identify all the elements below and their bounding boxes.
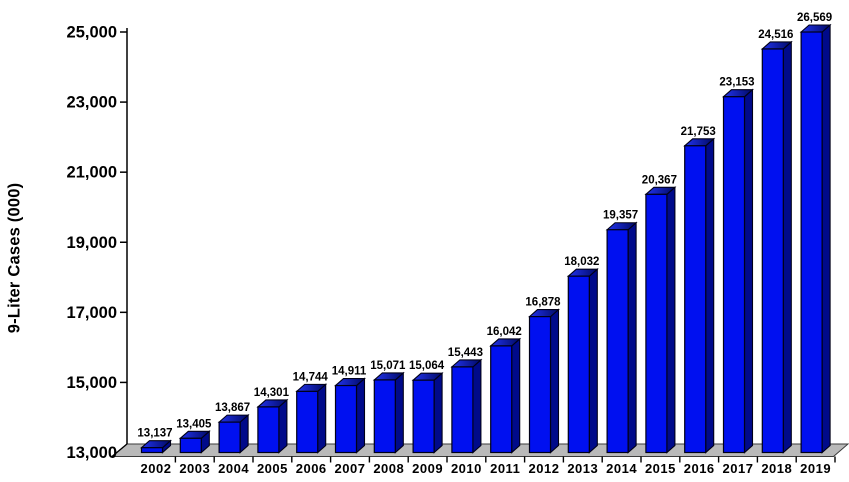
y-tick-label-19000: 19,000 [67, 234, 117, 252]
bar-2016: 21,753 [681, 126, 716, 454]
bar-side-face [627, 221, 637, 454]
bar-front-face [567, 275, 590, 454]
x-tick-label-2019: 2019 [800, 461, 831, 476]
bar-front-face [218, 421, 241, 454]
value-label-2014: 19,357 [603, 210, 638, 222]
value-label-2016: 21,753 [681, 126, 716, 138]
value-label-2011: 16,042 [487, 326, 522, 338]
bar-2018: 24,516 [758, 29, 793, 454]
value-label-2008: 15,071 [370, 360, 406, 372]
bar-side-face [394, 371, 404, 454]
bar-front-face [412, 379, 435, 454]
bar-front-face [179, 437, 202, 454]
value-label-2006: 14,744 [293, 371, 329, 383]
bar-side-face [355, 377, 366, 454]
bar-front-face [334, 384, 358, 454]
value-label-2017: 23,153 [719, 77, 754, 89]
bar-front-face [257, 406, 280, 454]
x-tick-label-2003: 2003 [179, 461, 210, 476]
bar-2008: 15,071 [370, 360, 406, 454]
value-label-2012: 16,878 [525, 297, 561, 309]
value-label-2018: 24,516 [758, 29, 793, 41]
x-tick-label-2006: 2006 [296, 461, 327, 476]
bar-front-face [684, 145, 707, 454]
bar-front-face [451, 366, 474, 454]
x-tick-label-2018: 2018 [761, 461, 792, 476]
bar-2017: 23,153 [719, 77, 755, 454]
bar-2005: 14,301 [254, 387, 290, 454]
bar-front-face [490, 345, 513, 454]
x-tick-label-2015: 2015 [645, 461, 676, 476]
x-tick-label-2008: 2008 [373, 461, 404, 476]
x-tick-label-2014: 2014 [606, 461, 637, 476]
x-tick-label-2012: 2012 [529, 461, 560, 476]
bar-2009: 15,064 [409, 360, 445, 454]
bar-2004: 13,867 [215, 402, 250, 454]
bar-2002: 13,137 [137, 428, 173, 454]
bar-side-face [705, 137, 715, 454]
bar-front-face [761, 48, 784, 454]
x-tick-label-2009: 2009 [412, 461, 443, 476]
bar-2006: 14,744 [293, 371, 329, 454]
value-label-2002: 13,137 [137, 428, 172, 440]
y-tick-label-15000: 15,000 [67, 374, 117, 392]
bar-2013: 18,032 [564, 256, 599, 454]
bar-side-face [782, 40, 792, 454]
bar-2011: 16,042 [487, 326, 522, 454]
value-label-2005: 14,301 [254, 387, 290, 399]
y-tick-label-17000: 17,000 [67, 304, 117, 322]
bar-front-face [800, 31, 823, 454]
bar-front-face [645, 193, 668, 454]
bar-front-face [373, 379, 396, 454]
bar-2003: 13,405 [176, 418, 212, 454]
value-label-2003: 13,405 [176, 418, 212, 430]
x-tick-label-2013: 2013 [567, 461, 598, 476]
y-tick-label-25000: 25,000 [67, 24, 117, 42]
bar-side-face [472, 358, 482, 454]
bar-side-face [317, 383, 327, 454]
x-tick-label-2011: 2011 [490, 461, 520, 476]
y-axis-base-wedge [111, 443, 128, 457]
x-tick-label-2002: 2002 [141, 461, 172, 476]
bar-2019: 26,569 [797, 12, 832, 454]
bar-side-face [433, 371, 443, 454]
bar-2007: 14,911 [332, 366, 367, 454]
y-tick-label-13000: 13,000 [67, 444, 117, 462]
x-tick-label-2016: 2016 [684, 461, 715, 476]
bar-front-face [722, 96, 746, 454]
bar-front-face [140, 447, 164, 454]
value-label-2019: 26,569 [797, 12, 832, 24]
bar-side-face [666, 186, 676, 454]
bar-front-face [606, 229, 629, 454]
bar-front-face [296, 390, 319, 454]
bar-side-face [743, 88, 754, 454]
y-tick-label-21000: 21,000 [67, 164, 117, 182]
bar-2015: 20,367 [642, 174, 677, 454]
bar-side-face [278, 398, 288, 454]
x-tick-label-2017: 2017 [723, 461, 754, 476]
x-tick-label-2007: 2007 [335, 461, 366, 476]
bar-side-face [821, 23, 831, 454]
x-tick-label-2010: 2010 [451, 461, 482, 476]
bar-side-face [588, 267, 598, 454]
bar-side-face [511, 337, 521, 454]
value-label-2007: 14,911 [332, 366, 367, 378]
y-tick-label-23000: 23,000 [67, 94, 117, 112]
value-label-2004: 13,867 [215, 402, 250, 414]
bar-2014: 19,357 [603, 210, 638, 454]
x-tick-label-2004: 2004 [218, 461, 249, 476]
value-label-2013: 18,032 [564, 256, 599, 268]
bar-2010: 15,443 [448, 347, 483, 454]
value-label-2010: 15,443 [448, 347, 483, 359]
value-label-2015: 20,367 [642, 174, 677, 186]
bar-2012: 16,878 [525, 297, 561, 454]
value-label-2009: 15,064 [409, 360, 445, 372]
x-tick-label-2005: 2005 [257, 461, 288, 476]
bar-front-face [528, 316, 552, 454]
y-axis-title: 9-Liter Cases (000) [5, 182, 24, 334]
bar-side-face [549, 308, 560, 454]
